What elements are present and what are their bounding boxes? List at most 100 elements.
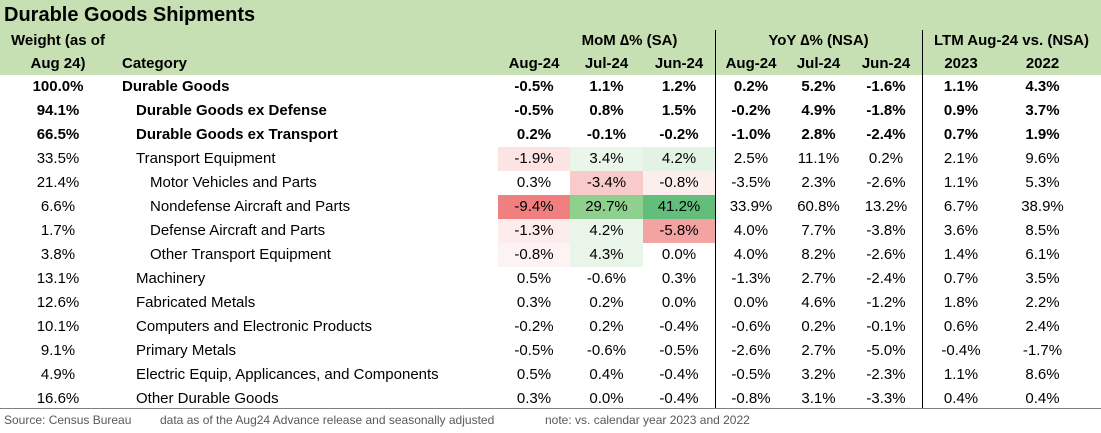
row-category: Machinery bbox=[136, 270, 206, 287]
row-mom-value: -0.4% bbox=[659, 390, 699, 407]
heatmap-cell bbox=[643, 171, 715, 195]
row-ltm-value: 0.4% bbox=[943, 390, 979, 407]
row-ltm-value: 0.4% bbox=[1025, 390, 1060, 407]
row-category: Other Transport Equipment bbox=[150, 246, 331, 263]
row-yoy-value: 4.0% bbox=[733, 222, 769, 239]
header-yoy-col: Aug-24 bbox=[725, 55, 777, 72]
row-ltm-value: 1.1% bbox=[943, 366, 979, 383]
row-mom-value: -0.6% bbox=[586, 342, 627, 359]
row-yoy-value: 33.9% bbox=[729, 198, 773, 215]
row-weight: 1.7% bbox=[40, 222, 76, 239]
header-group-ltm: LTM Aug-24 vs. (NSA) bbox=[933, 32, 1089, 49]
heatmap-cell bbox=[643, 243, 715, 267]
footer-comparison-note: note: vs. calendar year 2023 and 2022 bbox=[545, 413, 750, 427]
row-category: Other Durable Goods bbox=[136, 390, 279, 407]
row-mom-value: 0.3% bbox=[661, 270, 697, 287]
row-mom-value: 0.0% bbox=[661, 294, 697, 311]
row-category: Electric Equip, Applicances, and Compone… bbox=[136, 366, 439, 383]
row-ltm-value: -1.7% bbox=[1022, 342, 1063, 359]
row-mom-value: 0.2% bbox=[589, 318, 624, 335]
row-ltm-value: 8.5% bbox=[1025, 222, 1060, 239]
row-weight: 12.6% bbox=[36, 294, 80, 311]
row-yoy-value: -0.2% bbox=[731, 102, 771, 119]
row-yoy-value: -5.0% bbox=[866, 342, 906, 359]
row-category: Durable Goods ex Transport bbox=[136, 126, 338, 143]
header-group-yoy: YoY ∆% (NSA) bbox=[768, 32, 869, 49]
row-mom-value: -0.5% bbox=[659, 342, 699, 359]
row-yoy-value: 3.1% bbox=[801, 390, 836, 407]
footer-source: Source: Census Bureau bbox=[4, 413, 132, 427]
header-ltm-col: 2023 bbox=[944, 55, 978, 72]
row-category: Transport Equipment bbox=[136, 150, 276, 167]
row-ltm-value: 0.6% bbox=[943, 318, 979, 335]
row-mom-value: -0.2% bbox=[659, 126, 699, 143]
heatmap-cell bbox=[570, 171, 643, 195]
row-ltm-value: 1.4% bbox=[943, 246, 979, 263]
row-ltm-value: 1.9% bbox=[1025, 126, 1060, 143]
row-ltm-value: 8.6% bbox=[1025, 366, 1060, 383]
row-mom-value: -1.3% bbox=[514, 222, 554, 239]
column-group-divider bbox=[922, 30, 923, 409]
row-ltm-value: 5.3% bbox=[1025, 174, 1060, 191]
row-yoy-value: 4.9% bbox=[801, 102, 836, 119]
heatmap-cell bbox=[498, 219, 570, 243]
row-mom-value: -0.8% bbox=[514, 246, 554, 263]
row-yoy-value: -2.3% bbox=[866, 366, 906, 383]
heatmap-cell bbox=[643, 147, 715, 171]
row-mom-value: -1.9% bbox=[514, 150, 554, 167]
row-mom-value: -9.4% bbox=[514, 198, 554, 215]
row-category: Primary Metals bbox=[136, 342, 237, 359]
row-yoy-value: 2.5% bbox=[733, 150, 769, 167]
header-mom-col: Jun-24 bbox=[654, 55, 704, 72]
row-ltm-value: 4.3% bbox=[1025, 78, 1060, 95]
row-category: Durable Goods ex Defense bbox=[136, 102, 327, 119]
row-yoy-value: -2.6% bbox=[866, 174, 906, 191]
row-mom-value: -0.4% bbox=[659, 366, 699, 383]
heatmap-cell bbox=[570, 147, 643, 171]
row-mom-value: 1.2% bbox=[661, 78, 697, 95]
row-ltm-value: 3.7% bbox=[1025, 102, 1060, 119]
row-ltm-value: 2.4% bbox=[1025, 318, 1060, 335]
row-yoy-value: -3.8% bbox=[866, 222, 906, 239]
row-ltm-value: 2.1% bbox=[943, 150, 979, 167]
row-ltm-value: 1.1% bbox=[943, 174, 979, 191]
row-yoy-value: -3.3% bbox=[866, 390, 906, 407]
row-category: Defense Aircraft and Parts bbox=[150, 222, 326, 239]
row-mom-value: -0.6% bbox=[586, 270, 627, 287]
row-category: Nondefense Aircraft and Parts bbox=[150, 198, 351, 215]
row-mom-value: 0.5% bbox=[516, 270, 552, 287]
heatmap-cell bbox=[570, 243, 643, 267]
row-mom-value: -0.1% bbox=[586, 126, 627, 143]
row-weight: 10.1% bbox=[36, 318, 80, 335]
heatmap-cell bbox=[498, 171, 570, 195]
row-category: Durable Goods bbox=[122, 78, 230, 95]
heatmap-cell bbox=[570, 195, 643, 219]
row-ltm-value: 1.1% bbox=[943, 78, 979, 95]
row-weight: 21.4% bbox=[36, 174, 80, 191]
row-category: Computers and Electronic Products bbox=[136, 318, 372, 335]
row-mom-value: 0.4% bbox=[589, 366, 624, 383]
row-mom-value: 0.3% bbox=[516, 390, 552, 407]
row-yoy-value: 8.2% bbox=[801, 246, 836, 263]
row-ltm-value: 1.8% bbox=[943, 294, 979, 311]
row-yoy-value: -1.6% bbox=[866, 78, 906, 95]
row-ltm-value: 38.9% bbox=[1021, 198, 1064, 215]
title-band bbox=[0, 0, 1101, 30]
row-mom-value: 3.4% bbox=[589, 150, 624, 167]
heatmap-cell bbox=[570, 219, 643, 243]
row-mom-value: 0.2% bbox=[516, 126, 552, 143]
row-yoy-value: -1.8% bbox=[866, 102, 906, 119]
row-yoy-value: 4.6% bbox=[801, 294, 836, 311]
row-yoy-value: 13.2% bbox=[864, 198, 908, 215]
row-ltm-value: 6.7% bbox=[943, 198, 979, 215]
row-yoy-value: -0.1% bbox=[866, 318, 906, 335]
row-mom-value: -0.2% bbox=[514, 318, 554, 335]
row-yoy-value: -0.6% bbox=[731, 318, 771, 335]
row-mom-value: -0.5% bbox=[514, 342, 554, 359]
row-yoy-value: 0.2% bbox=[801, 318, 836, 335]
row-mom-value: 0.0% bbox=[589, 390, 624, 407]
row-mom-value: 0.3% bbox=[516, 294, 552, 311]
row-yoy-value: -2.6% bbox=[731, 342, 771, 359]
row-mom-value: 0.0% bbox=[661, 246, 697, 263]
row-mom-value: -3.4% bbox=[586, 174, 627, 191]
